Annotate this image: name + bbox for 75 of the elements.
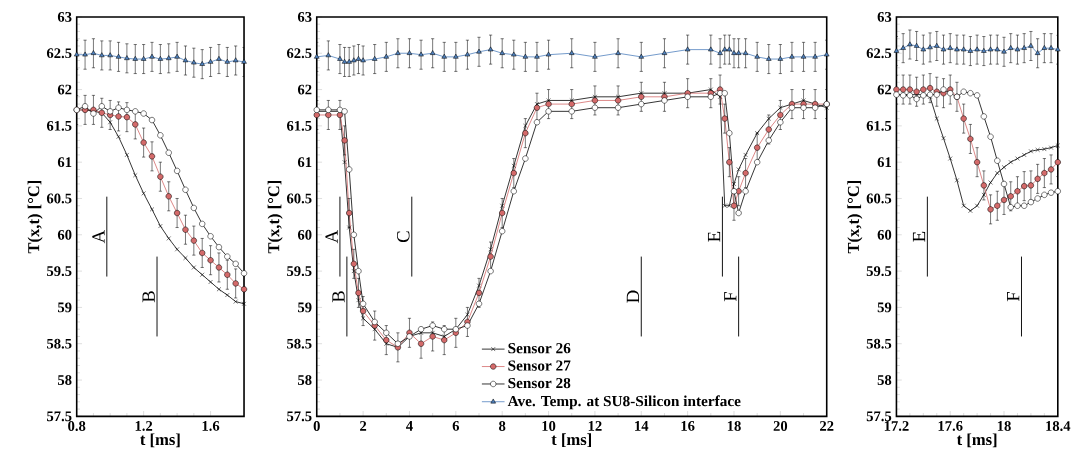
- y-tick-label: 60: [877, 229, 892, 240]
- y-tick-label: 62.5: [866, 48, 892, 59]
- x-tick-label: 17.6: [938, 420, 963, 431]
- y-tick-label: 59.5: [866, 266, 892, 276]
- y-tick-label: 58.5: [866, 338, 892, 349]
- y-tick-label: 59.5: [287, 266, 312, 276]
- y-tick-label: 61.5: [286, 120, 312, 131]
- x-tick-label: 6: [452, 420, 460, 431]
- ref-line-label: E: [707, 231, 721, 242]
- y-tick-label: 58.5: [47, 338, 72, 349]
- x-axis-title: t [ms]: [551, 433, 591, 448]
- x-axis-title: t [ms]: [140, 433, 180, 448]
- x-tick-label: 20: [773, 420, 788, 431]
- y-axis-title: T(x,t) [°C]: [267, 180, 283, 254]
- y-tick-label: 58: [877, 375, 892, 385]
- legend-label: Sensor 28: [508, 377, 571, 389]
- x-axis-title: t [ms]: [956, 433, 997, 448]
- y-tick-label: 62: [57, 84, 72, 95]
- y-tick-label: 60.5: [866, 193, 892, 204]
- x-tick-label: 18: [997, 420, 1011, 431]
- legend-label: Ave. Temp. at SU8-Silicon interface: [507, 395, 741, 410]
- y-tick-label: 60.5: [46, 193, 72, 204]
- ref-line-label: C: [397, 231, 410, 242]
- x-tick-label: 2: [360, 420, 367, 431]
- y-tick-label: 58: [298, 375, 312, 385]
- y-tick-label: 61.5: [866, 120, 892, 131]
- y-tick-label: 59.5: [47, 266, 72, 276]
- x-tick-label: 8: [499, 420, 506, 431]
- y-axis-title: T(x,t) [°C]: [847, 180, 863, 254]
- ref-line-label: D: [626, 290, 640, 303]
- y-tick-label: 58.5: [287, 338, 312, 349]
- y-tick-label: 60: [57, 229, 72, 240]
- x-tick-label: 17.2: [884, 420, 909, 431]
- y-tick-label: 63: [57, 11, 72, 22]
- ref-line-label: B: [142, 291, 155, 303]
- y-tick-label: 61: [877, 157, 891, 168]
- x-tick-label: 16: [681, 420, 695, 431]
- x-tick-label: 12: [588, 420, 602, 431]
- y-tick-label: 59: [298, 302, 312, 313]
- x-tick-label: 18: [727, 420, 741, 431]
- x-tick-label: 4: [406, 420, 413, 431]
- y-tick-label: 62: [297, 84, 312, 95]
- y-tick-label: 58: [57, 375, 72, 385]
- y-tick-label: 59: [57, 302, 72, 313]
- y-tick-label: 60: [297, 229, 312, 240]
- x-tick-label: 14: [635, 420, 649, 431]
- y-tick-label: 57.5: [287, 411, 312, 422]
- y-tick-label: 63: [297, 11, 312, 22]
- y-tick-label: 59: [877, 302, 892, 313]
- y-tick-label: 61.5: [46, 120, 72, 131]
- y-axis-title: T(x,t) [°C]: [27, 180, 43, 254]
- ref-line-label: B: [332, 291, 345, 303]
- y-tick-label: 62.5: [46, 48, 72, 59]
- x-tick-label: 0: [313, 420, 320, 431]
- legend-label: Sensor 27: [508, 360, 571, 371]
- y-tick-label: 57.5: [47, 411, 72, 422]
- y-tick-label: 63: [877, 11, 892, 22]
- legend-label: Sensor 26: [508, 343, 571, 354]
- x-tick-label: 10: [542, 420, 556, 431]
- y-tick-label: 62.5: [286, 48, 312, 59]
- x-tick-label: 22: [820, 420, 834, 431]
- y-tick-label: 62: [877, 84, 892, 95]
- y-tick-label: 60.5: [286, 193, 312, 204]
- ref-line-label: F: [1007, 291, 1020, 302]
- y-tick-label: 61: [57, 157, 72, 168]
- x-tick-label: 0.8: [68, 420, 86, 431]
- ref-line-label: F: [724, 291, 737, 302]
- y-tick-label: 61: [297, 157, 312, 168]
- x-tick-label: 1.2: [135, 420, 153, 431]
- ref-line-label: E: [912, 231, 926, 242]
- x-tick-label: 1.6: [202, 420, 220, 431]
- ref-line-label: A: [92, 229, 105, 244]
- y-tick-label: 57.5: [866, 411, 892, 422]
- x-tick-label: 18.4: [1046, 420, 1071, 431]
- ref-line-label: A: [325, 229, 338, 244]
